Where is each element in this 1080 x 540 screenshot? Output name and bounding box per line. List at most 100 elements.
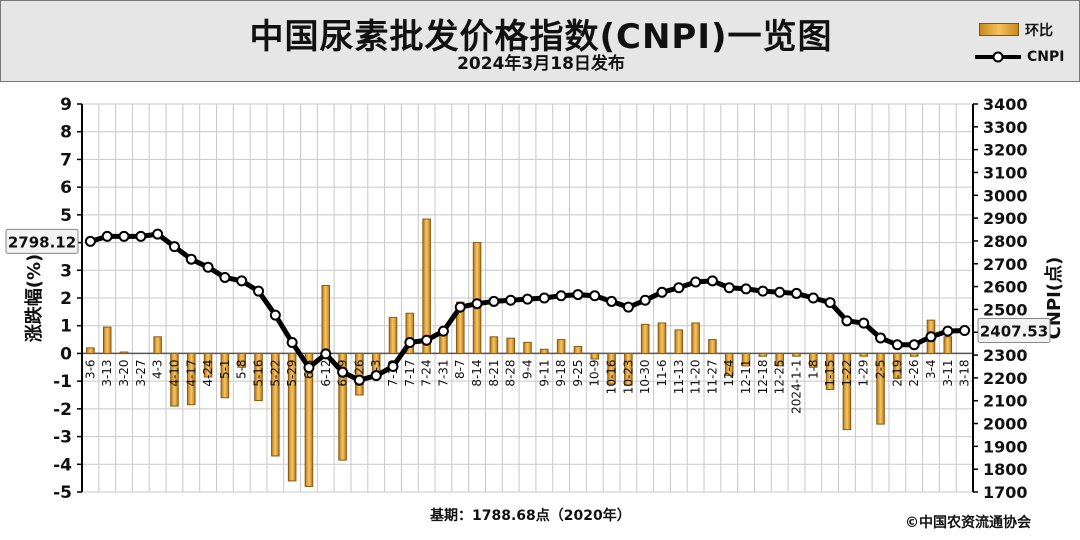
category-tick-label: 9-11 xyxy=(537,359,551,386)
left-axis-tick-label: -1 xyxy=(53,372,72,392)
bar-mark xyxy=(287,352,297,482)
cnpi-point xyxy=(790,287,802,299)
cnpi-point xyxy=(891,339,903,351)
category-tick-label: 5-1 xyxy=(218,359,232,379)
cnpi-point xyxy=(538,292,550,304)
bar-mark xyxy=(708,339,717,354)
category-tick-label: 3-13 xyxy=(100,359,114,386)
cnpi-point xyxy=(185,253,197,265)
bar-mark xyxy=(203,352,213,378)
bar-mark xyxy=(405,312,415,354)
category-tick-label: 7-17 xyxy=(403,359,417,386)
cnpi-point xyxy=(286,337,298,349)
cnpi-point xyxy=(488,295,500,307)
legend-line-label: CNPI xyxy=(1027,49,1065,65)
header-panel: 中国尿素批发价格指数(CNPI)一览图 2024年3月18日发布 环比 CNPI xyxy=(0,0,1080,82)
category-tick-label: 10-9 xyxy=(588,359,602,386)
right-axis-tick-label: 2200 xyxy=(983,369,1028,388)
cnpi-point xyxy=(942,325,954,337)
category-tick-label: 10-23 xyxy=(621,359,635,394)
bar-mark xyxy=(624,352,633,386)
right-axis-tick-label: 2800 xyxy=(983,232,1028,251)
cnpi-point xyxy=(421,334,433,346)
legend-bar-swatch xyxy=(979,23,1019,36)
right-axis-tick-label: 3000 xyxy=(983,186,1028,205)
cnpi-point xyxy=(84,235,96,247)
cnpi-point xyxy=(774,286,786,298)
bar-mark xyxy=(170,352,179,407)
bar-mark xyxy=(506,337,515,354)
bar-mark xyxy=(338,352,347,461)
right-axis-tick-label: 1800 xyxy=(983,460,1028,479)
bar-mark xyxy=(523,341,532,354)
category-tick-label: 1-8 xyxy=(806,359,820,379)
cnpi-point xyxy=(152,228,164,240)
category-tick-label: 4-24 xyxy=(201,359,215,386)
cnpi-point xyxy=(690,276,702,288)
bar-mark xyxy=(304,352,314,487)
category-tick-label: 12-25 xyxy=(773,359,787,394)
cnpi-point xyxy=(706,275,718,287)
category-tick-label: 1-29 xyxy=(857,359,871,386)
bar-mark xyxy=(943,336,953,354)
cnpi-point xyxy=(959,325,971,337)
cnpi-point xyxy=(622,301,634,313)
cnpi-point xyxy=(454,301,466,313)
legend-bar-label: 环比 xyxy=(1025,23,1053,39)
cnpi-point xyxy=(101,230,113,242)
cnpi-point xyxy=(723,282,735,294)
copyright-note: ©中国农资流通协会 xyxy=(905,515,1031,531)
bar-mark xyxy=(388,316,398,354)
left-axis-tick-label: -5 xyxy=(53,483,72,503)
cnpi-point xyxy=(807,292,819,304)
category-tick-label: 4-17 xyxy=(184,359,198,386)
bar-mark xyxy=(556,339,566,354)
bar-mark xyxy=(758,352,768,357)
cnpi-point xyxy=(236,275,248,287)
bar-mark xyxy=(540,348,549,354)
cnpi-point xyxy=(639,294,651,306)
left-axis-tick-label: 9 xyxy=(60,95,72,115)
cnpi-point xyxy=(320,348,332,360)
bar-mark xyxy=(775,352,784,367)
category-tick-label: 11-27 xyxy=(705,359,719,394)
category-tick-label: 12-18 xyxy=(756,359,770,394)
left-axis-tick-label: 7 xyxy=(60,150,72,170)
left-axis-title: 涨跌幅(%) xyxy=(23,254,45,343)
right-axis-tick-label: 2300 xyxy=(983,346,1028,365)
category-tick-label: 3-6 xyxy=(83,359,97,379)
cnpi-point xyxy=(740,283,752,295)
bar-mark xyxy=(119,351,129,354)
cnpi-point xyxy=(606,295,618,307)
right-axis-tick-label: 2500 xyxy=(983,300,1028,319)
category-tick-label: 4-3 xyxy=(151,359,165,379)
right-axis-tick-label: 2600 xyxy=(983,278,1028,297)
left-axis-tick-label: 1 xyxy=(60,317,72,337)
right-axis-tick-label: 3200 xyxy=(983,141,1028,160)
category-tick-label: 11-20 xyxy=(689,359,703,394)
bar-mark xyxy=(674,329,684,354)
category-tick-label: 1-22 xyxy=(840,359,854,386)
category-tick-label: 11-13 xyxy=(672,359,686,394)
right-axis-tick-label: 3300 xyxy=(983,118,1028,137)
category-tick-label: 3-27 xyxy=(134,359,148,386)
category-tick-label: 8-7 xyxy=(453,359,467,379)
category-tick-label: 9-4 xyxy=(521,359,535,379)
category-tick-label: 2-5 xyxy=(874,359,888,379)
left-axis-tick-label: 2 xyxy=(60,289,72,309)
bar-mark xyxy=(422,218,431,354)
bar-mark xyxy=(842,352,852,431)
left-axis-tick-label: -2 xyxy=(53,400,72,420)
category-tick-label: 3-11 xyxy=(941,359,955,386)
last-value-label-box xyxy=(977,318,1051,344)
chart-subtitle: 2024年3月18日发布 xyxy=(457,54,625,74)
bar-mark xyxy=(573,346,583,354)
left-axis-tick-label: 5 xyxy=(60,206,72,226)
category-tick-label: 5-22 xyxy=(268,359,282,386)
left-axis-tick-label: -3 xyxy=(53,428,72,448)
category-tick-label: 5-8 xyxy=(235,359,249,379)
category-tick-label: 11-6 xyxy=(655,359,669,386)
bar-mark xyxy=(607,352,616,385)
cnpi-point xyxy=(118,230,130,242)
